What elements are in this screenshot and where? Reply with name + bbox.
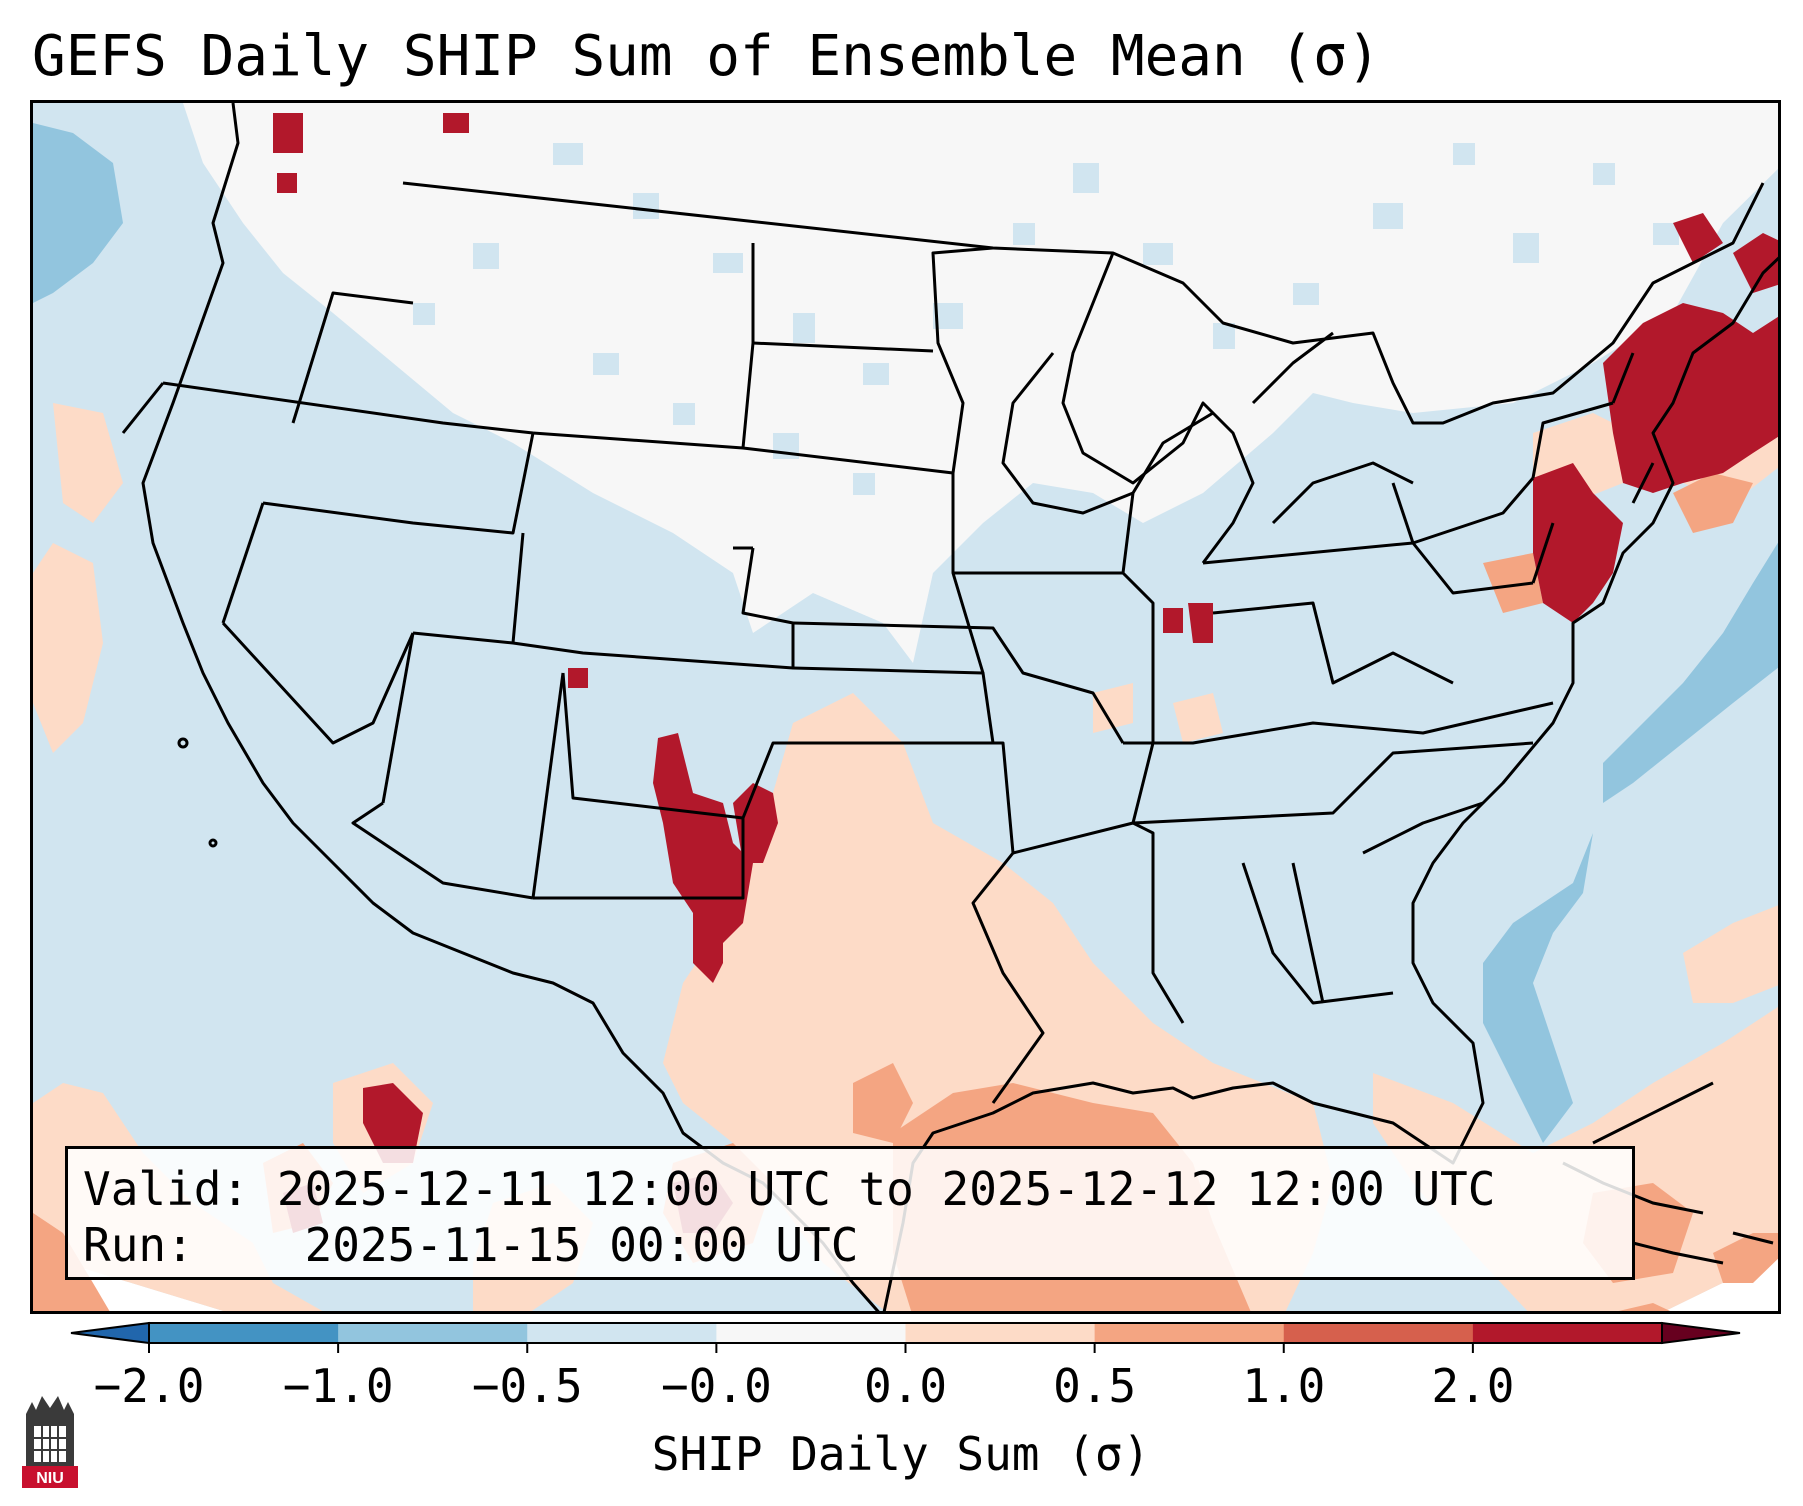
- colorbar-label: SHIP Daily Sum (σ): [651, 1427, 1151, 1481]
- colorbar-tick-label: −1.0: [282, 1359, 394, 1413]
- anomaly-near-zero-speckles: [413, 143, 1679, 495]
- colorbar-segment: [1472, 1323, 1663, 1343]
- colorbar-tick-label: 0.0: [863, 1359, 948, 1413]
- colorbar-tick-label: −2.0: [93, 1359, 205, 1413]
- colorbar-tick-label: −0.0: [660, 1359, 772, 1413]
- map-panel: [30, 100, 1781, 1314]
- run-row: Run: 2025-11-15 00:00 UTC: [83, 1217, 1632, 1273]
- map-boundaries: [121, 103, 1778, 1311]
- valid-row: Valid: 2025-12-11 12:00 UTC to 2025-12-1…: [83, 1161, 1632, 1217]
- colorbar-under-arrow: [70, 1321, 150, 1345]
- colorbar-segment: [527, 1323, 717, 1343]
- colorbar-segment: [338, 1323, 528, 1343]
- run-label: Run:: [83, 1218, 194, 1272]
- colorbar-tick-label: 1.0: [1242, 1359, 1326, 1413]
- colorbar-segment: [716, 1323, 906, 1343]
- colorbar-tick-label: 2.0: [1431, 1359, 1515, 1413]
- valid-value: 2025-12-11 12:00 UTC to 2025-12-12 12:00…: [276, 1162, 1496, 1216]
- colorbar-segment: [905, 1323, 1096, 1343]
- run-value: 2025-11-15 00:00 UTC: [304, 1218, 859, 1272]
- chart-title: GEFS Daily SHIP Sum of Ensemble Mean (σ): [32, 24, 1381, 89]
- anomaly-positive-strong-areas: [273, 113, 1778, 1233]
- colorbar: [70, 1321, 1741, 1353]
- map-svg: [33, 103, 1778, 1311]
- colorbar-segment: [149, 1323, 339, 1343]
- run-info-box: Valid: 2025-12-11 12:00 UTC to 2025-12-1…: [65, 1146, 1635, 1280]
- colorbar-tick-label: 0.5: [1053, 1359, 1137, 1413]
- colorbar-tick-label: −0.5: [471, 1359, 583, 1413]
- colorbar-segment: [1283, 1323, 1474, 1343]
- niu-logo-text: NIU: [36, 1470, 64, 1487]
- anomaly-near-zero-north: [183, 103, 1778, 663]
- niu-logo: NIU: [22, 1396, 78, 1488]
- colorbar-over-arrow: [1661, 1321, 1741, 1345]
- colorbar-segment: [1094, 1323, 1285, 1343]
- valid-label: Valid:: [83, 1162, 250, 1216]
